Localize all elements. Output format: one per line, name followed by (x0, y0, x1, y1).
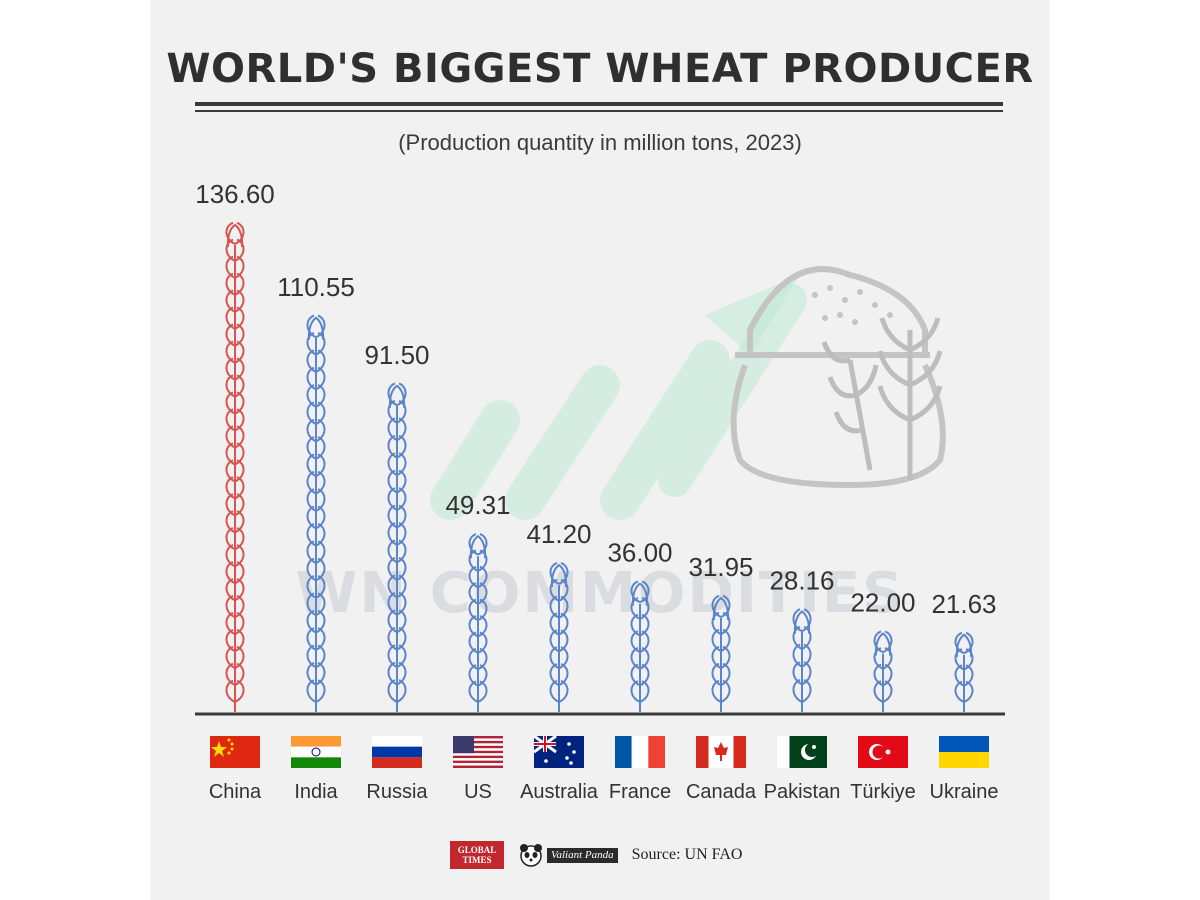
bar-turkiye (873, 630, 893, 712)
bar-us (468, 533, 488, 712)
canada-flag-icon (696, 736, 746, 768)
bar-pakistan (792, 608, 812, 712)
global-times-logo: GLOBAL TIMES (450, 841, 504, 869)
bar-ukraine (954, 631, 974, 712)
watermark-arrow-icon (430, 283, 807, 520)
category-label-pakistan: Pakistan (764, 781, 841, 803)
category-label-australia: Australia (520, 781, 599, 803)
category-label-group: China India Russia US Australia France Canada P… (209, 781, 999, 803)
bar-group (225, 221, 974, 712)
value-label-australia: 41.20 (526, 519, 591, 549)
watermark-dots (812, 285, 893, 325)
category-label-turkiye: Türkiye (850, 781, 916, 803)
bar-russia (387, 382, 407, 712)
value-label-france: 36.00 (607, 538, 672, 568)
bar-china (225, 221, 245, 712)
australia-flag-icon (533, 734, 584, 768)
global-times-logo-text: GLOBAL TIMES (457, 845, 497, 865)
value-label-ukraine: 21.63 (931, 589, 996, 619)
watermark-graphic: WN COMMODITIES (296, 266, 946, 626)
france-flag-icon (615, 736, 665, 768)
category-label-us: US (464, 781, 492, 803)
category-label-france: France (609, 781, 671, 803)
valiant-panda-logo: Valiant Panda (518, 842, 618, 868)
category-label-russia: Russia (366, 781, 428, 803)
ukraine-flag-icon (939, 736, 989, 768)
infographic-card: WORLD'S BIGGEST WHEAT PRODUCER (Producti… (150, 0, 1050, 900)
china-flag-icon (210, 736, 260, 768)
value-label-india: 110.55 (277, 272, 355, 302)
source-note: Source: UN FAO (631, 846, 743, 863)
value-label-turkiye: 22.00 (850, 588, 915, 618)
bar-australia (549, 561, 569, 712)
us-flag-icon (453, 736, 503, 768)
bar-france (630, 580, 650, 712)
value-label-china: 136.60 (195, 179, 275, 209)
category-label-india: India (294, 781, 338, 803)
turkiye-flag-icon (858, 736, 908, 768)
valiant-panda-text: Valiant Panda (547, 847, 618, 863)
category-label-canada: Canada (686, 781, 757, 803)
pakistan-flag-icon (777, 736, 827, 768)
page-title: WORLD'S BIGGEST WHEAT PRODUCER (166, 46, 1034, 92)
panda-icon (520, 844, 542, 867)
russia-flag-icon (372, 736, 422, 768)
chart-subtitle: (Production quantity in million tons, 20… (398, 130, 802, 155)
value-label-group: 136.60 110.55 91.50 49.31 41.20 36.00 31.95 28.… (195, 179, 996, 619)
flag-group (210, 734, 989, 768)
bar-india (306, 314, 326, 712)
wheat-bar-chart: WN COMMODITIES 136.60 110.55 91.50 49.31 41.… (195, 179, 1005, 803)
value-label-russia: 91.50 (364, 340, 429, 370)
category-label-china: China (209, 781, 262, 803)
title-rule-top (195, 102, 1003, 106)
title-rule-bottom (195, 110, 1003, 112)
india-flag-icon (291, 736, 341, 768)
footer: GLOBAL TIMES Valiant Panda Source: UN FA… (450, 838, 742, 872)
bar-canada (711, 594, 731, 712)
watermark-wheat-icon (821, 317, 943, 480)
value-label-canada: 31.95 (688, 552, 753, 582)
value-label-pakistan: 28.16 (769, 566, 834, 596)
category-label-ukraine: Ukraine (930, 781, 999, 803)
value-label-us: 49.31 (445, 490, 510, 520)
